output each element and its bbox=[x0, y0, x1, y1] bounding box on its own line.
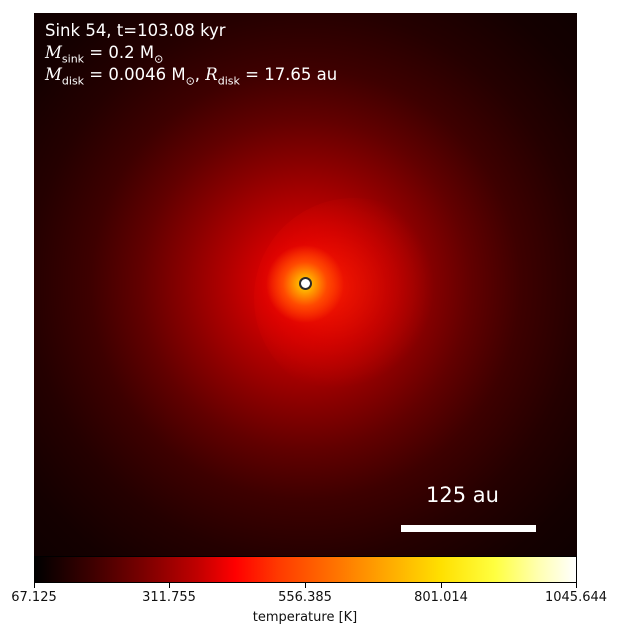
sink-mass: Msink = 0.2 M⊙ bbox=[45, 43, 164, 66]
colorbar-tick-label: 311.755 bbox=[142, 590, 196, 605]
colorbar-tick bbox=[441, 583, 442, 588]
colorbar-tick bbox=[34, 583, 35, 588]
colorbar-tick-label: 1045.644 bbox=[544, 590, 608, 605]
colorbar-label: temperature [K] bbox=[252, 610, 358, 625]
temperature-map: Sink 54, t=103.08 kyr Msink = 0.2 M⊙ Mdi… bbox=[34, 13, 577, 556]
colorbar bbox=[34, 556, 577, 583]
colorbar-tick bbox=[576, 583, 577, 588]
disk-properties: Mdisk = 0.0046 M⊙, Rdisk = 17.65 au bbox=[45, 65, 338, 88]
colorbar-tick-label: 67.125 bbox=[11, 590, 57, 605]
sink-marker bbox=[299, 277, 312, 290]
colorbar-tick bbox=[169, 583, 170, 588]
scalebar bbox=[401, 525, 536, 532]
colorbar-tick-label: 556.385 bbox=[278, 590, 332, 605]
scalebar-label: 125 au bbox=[426, 483, 499, 507]
colorbar-tick-label: 801.014 bbox=[414, 590, 468, 605]
sink-title: Sink 54, t=103.08 kyr bbox=[45, 21, 226, 40]
colorbar-tick bbox=[305, 583, 306, 588]
